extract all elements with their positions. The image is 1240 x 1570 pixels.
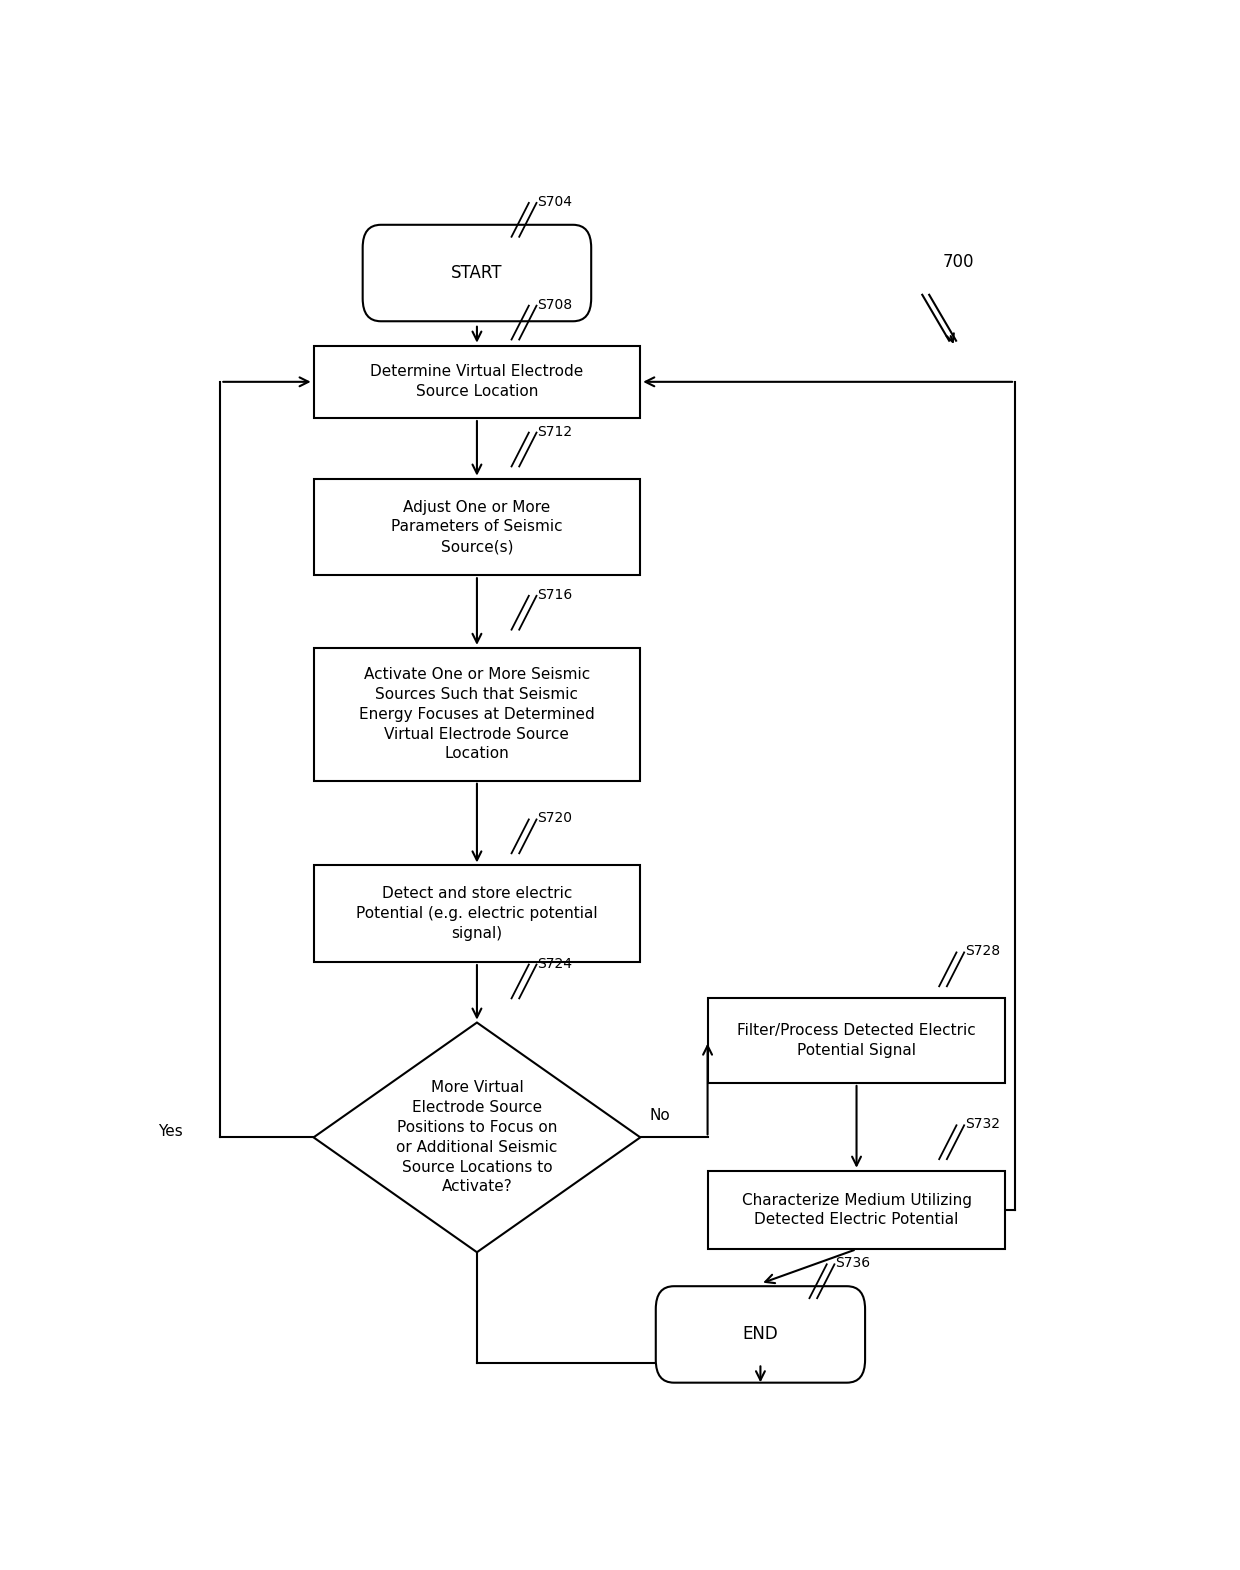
FancyBboxPatch shape <box>314 648 640 780</box>
FancyBboxPatch shape <box>362 225 591 322</box>
FancyBboxPatch shape <box>708 1171 1006 1250</box>
FancyBboxPatch shape <box>314 865 640 962</box>
Text: Detect and store electric
Potential (e.g. electric potential
signal): Detect and store electric Potential (e.g… <box>356 887 598 940</box>
Text: Yes: Yes <box>157 1124 182 1138</box>
Text: Filter/Process Detected Electric
Potential Signal: Filter/Process Detected Electric Potenti… <box>737 1024 976 1058</box>
Text: More Virtual
Electrode Source
Positions to Focus on
or Additional Seismic
Source: More Virtual Electrode Source Positions … <box>397 1080 558 1195</box>
Text: Activate One or More Seismic
Sources Such that Seismic
Energy Focuses at Determi: Activate One or More Seismic Sources Suc… <box>360 667 595 761</box>
Text: Determine Virtual Electrode
Source Location: Determine Virtual Electrode Source Locat… <box>371 364 584 399</box>
Text: S720: S720 <box>537 812 573 826</box>
Text: No: No <box>650 1108 671 1123</box>
FancyBboxPatch shape <box>314 345 640 418</box>
Text: S704: S704 <box>537 195 573 209</box>
Polygon shape <box>314 1022 640 1253</box>
Text: S724: S724 <box>537 956 573 970</box>
FancyBboxPatch shape <box>314 479 640 575</box>
Text: S732: S732 <box>965 1118 1001 1132</box>
Text: Adjust One or More
Parameters of Seismic
Source(s): Adjust One or More Parameters of Seismic… <box>391 499 563 554</box>
Text: S736: S736 <box>836 1256 870 1270</box>
FancyBboxPatch shape <box>656 1286 866 1383</box>
Text: START: START <box>451 264 502 283</box>
Text: S708: S708 <box>537 298 573 312</box>
Text: S716: S716 <box>537 587 573 601</box>
Text: Characterize Medium Utilizing
Detected Electric Potential: Characterize Medium Utilizing Detected E… <box>742 1193 971 1228</box>
FancyBboxPatch shape <box>708 999 1006 1083</box>
Text: S728: S728 <box>965 945 1001 958</box>
Text: 700: 700 <box>942 253 975 270</box>
Text: END: END <box>743 1325 779 1344</box>
Text: S712: S712 <box>537 424 573 438</box>
